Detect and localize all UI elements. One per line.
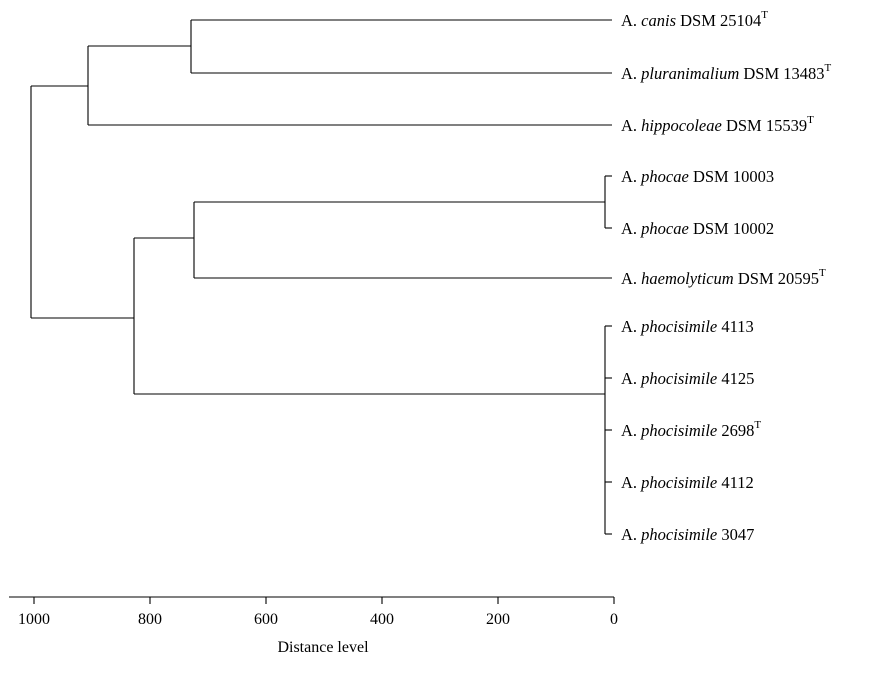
leaf-genus: A. [621, 64, 637, 83]
leaf-strain: DSM 15539 [726, 116, 807, 135]
axis-title: Distance level [277, 639, 369, 656]
leaf-type-strain-marker: T [819, 267, 826, 279]
leaf-species: phocisimile [640, 473, 717, 492]
leaf-species: pluranimalium [640, 64, 739, 83]
leaf-label: A. phocae DSM 10002 [621, 219, 774, 238]
leaf-strain: DSM 13483 [743, 64, 824, 83]
leaf-genus: A. [621, 317, 637, 336]
leaf-label: A. phocae DSM 10003 [621, 167, 774, 186]
leaf-label: A. haemolyticum DSM 20595T [621, 267, 826, 288]
leaf-strain: DSM 10003 [693, 167, 774, 186]
leaf-strain: 4125 [721, 369, 754, 388]
leaf-genus: A. [621, 116, 637, 135]
dendrogram-tree [30, 19, 612, 535]
leaf-type-strain-marker: T [807, 114, 814, 126]
leaf-label: A. hippocoleae DSM 15539T [621, 114, 814, 135]
leaf-strain: DSM 20595 [738, 269, 819, 288]
leaf-species: phocisimile [640, 421, 717, 440]
leaf-type-strain-marker: T [761, 9, 768, 21]
leaf-genus: A. [621, 167, 637, 186]
leaf-strain: 3047 [721, 525, 754, 544]
distance-axis: 1000 800 600 400 200 0 Distance level [9, 596, 618, 656]
leaf-genus: A. [621, 11, 637, 30]
axis-tick-label: 0 [610, 611, 618, 628]
leaf-species: phocisimile [640, 369, 717, 388]
leaf-genus: A. [621, 421, 637, 440]
leaf-genus: A. [621, 269, 637, 288]
leaf-label: A. phocisimile 3047 [621, 525, 754, 544]
leaf-species: canis [641, 11, 676, 30]
leaf-strain: 4112 [721, 473, 753, 492]
axis-tick-label: 600 [254, 611, 278, 628]
leaf-type-strain-marker: T [825, 62, 832, 74]
leaf-genus: A. [621, 473, 637, 492]
axis-tick-label: 400 [370, 611, 394, 628]
leaf-label: A. canis DSM 25104T [621, 9, 768, 30]
leaf-label: A. phocisimile 4113 [621, 317, 754, 336]
leaf-species: haemolyticum [641, 269, 734, 288]
leaf-species: phocisimile [640, 525, 717, 544]
leaf-species: phocae [640, 219, 689, 238]
leaf-genus: A. [621, 369, 637, 388]
leaf-labels: A. canis DSM 25104T A. pluranimalium DSM… [621, 9, 832, 544]
axis-tick-label: 800 [138, 611, 162, 628]
leaf-label: A. phocisimile 2698T [621, 419, 761, 440]
leaf-strain: 4113 [721, 317, 753, 336]
leaf-species: phocisimile [640, 317, 717, 336]
leaf-strain: DSM 25104 [680, 11, 761, 30]
leaf-strain: 2698 [721, 421, 754, 440]
leaf-label: A. phocisimile 4125 [621, 369, 754, 388]
axis-tick-label: 200 [486, 611, 510, 628]
leaf-type-strain-marker: T [754, 419, 761, 431]
leaf-genus: A. [621, 525, 637, 544]
leaf-label: A. phocisimile 4112 [621, 473, 754, 492]
leaf-genus: A. [621, 219, 637, 238]
leaf-species: hippocoleae [641, 116, 722, 135]
leaf-label: A. pluranimalium DSM 13483T [621, 62, 832, 83]
leaf-strain: DSM 10002 [693, 219, 774, 238]
leaf-species: phocae [640, 167, 689, 186]
axis-tick-label: 1000 [18, 611, 50, 628]
